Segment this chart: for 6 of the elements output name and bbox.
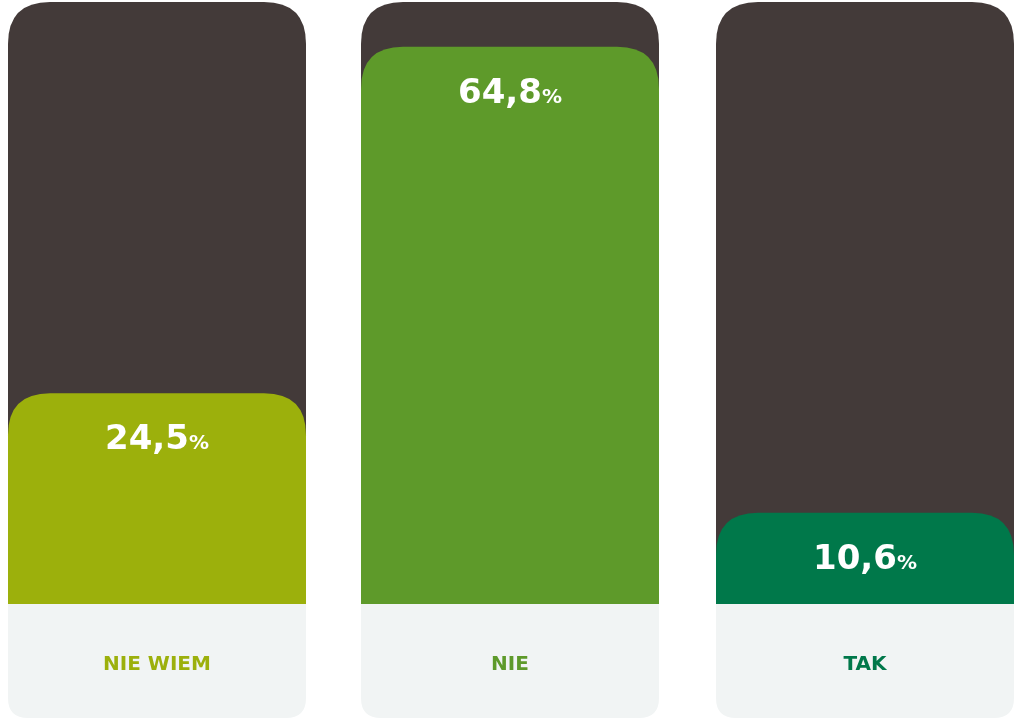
- x-tick-label: TAK: [843, 651, 889, 675]
- x-tick-label: NIE WIEM: [103, 651, 211, 675]
- data-label: 64,8%: [458, 70, 562, 111]
- data-label: 24,5%: [105, 417, 209, 458]
- x-tick-label: NIE: [491, 651, 529, 675]
- data-label: 10,6%: [813, 536, 917, 577]
